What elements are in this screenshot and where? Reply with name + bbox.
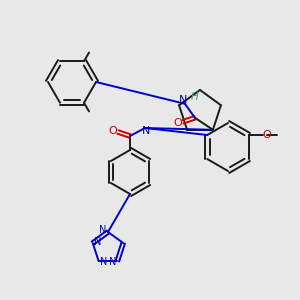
- Text: N: N: [179, 95, 187, 105]
- Text: H: H: [191, 92, 199, 102]
- Text: N: N: [100, 257, 107, 267]
- Text: N: N: [94, 237, 101, 247]
- Text: N: N: [99, 225, 107, 235]
- Text: N: N: [109, 257, 116, 267]
- Text: O: O: [174, 118, 182, 128]
- Text: O: O: [262, 130, 271, 140]
- Text: O: O: [109, 126, 117, 136]
- Text: N: N: [142, 126, 150, 136]
